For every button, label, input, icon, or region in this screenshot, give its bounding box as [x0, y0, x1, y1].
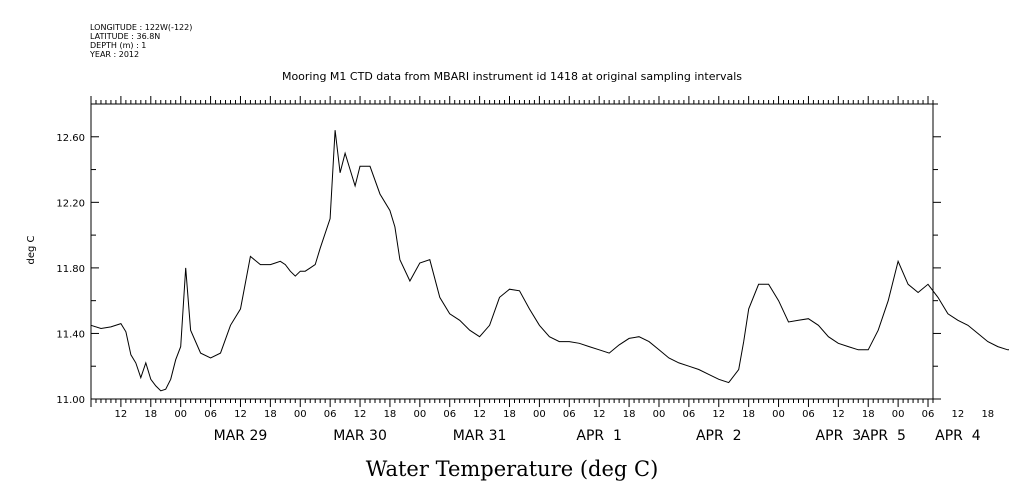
x-hour-label: 18 — [144, 409, 157, 420]
x-hour-label: 12 — [712, 409, 725, 420]
temperature-series-line — [90, 130, 1009, 392]
x-date-label: MAR 31 — [453, 428, 507, 444]
x-hour-label: 12 — [952, 409, 965, 420]
x-hour-label: 12 — [832, 409, 845, 420]
x-hour-label: 18 — [264, 409, 277, 420]
y-axis: 11.00 11.40 11.80 12.20 12.60 — [56, 103, 941, 406]
metadata-year: YEAR : 2012 — [90, 50, 140, 59]
x-hour-label: 18 — [503, 409, 516, 420]
x-hour-label: 12 — [115, 409, 128, 420]
x-hour-label: 00 — [772, 409, 785, 420]
x-hour-label: 00 — [653, 409, 666, 420]
x-hour-label: 06 — [922, 409, 935, 420]
x-date-label: APR 5 — [860, 428, 906, 444]
y-axis-label: deg C — [26, 235, 37, 264]
x-hour-label: 06 — [563, 409, 576, 420]
x-hour-label: 06 — [324, 409, 337, 420]
metadata-depth: DEPTH (m) : 1 — [90, 41, 147, 50]
x-date-label: MAR 30 — [333, 428, 387, 444]
x-hour-label: 18 — [981, 409, 994, 420]
x-axis: 12 18 00 06 12 18 00 06 12 18 00 06 12 18 00 06 12 18 00 06… — [90, 96, 994, 444]
x-hour-label: 06 — [204, 409, 217, 420]
x-axis-label: Water Temperature (deg C) — [366, 457, 659, 481]
x-date-label: APR 4 — [935, 428, 981, 444]
y-tick-label: 11.40 — [56, 329, 85, 340]
x-hour-label: 18 — [862, 409, 875, 420]
x-hour-label: 06 — [443, 409, 456, 420]
x-date-label: APR 3 — [816, 428, 862, 444]
x-date-label: APR 1 — [576, 428, 622, 444]
x-hour-label: 12 — [593, 409, 606, 420]
x-hour-label: 00 — [413, 409, 426, 420]
y-tick-label: 12.60 — [56, 133, 85, 144]
x-hour-label: 18 — [742, 409, 755, 420]
metadata-latitude: LATITUDE : 36.8N — [90, 32, 161, 41]
y-tick-label: 12.20 — [56, 198, 85, 209]
x-hour-label: 06 — [802, 409, 815, 420]
x-hour-label: 18 — [384, 409, 397, 420]
x-hour-label: 00 — [892, 409, 905, 420]
x-hour-label: 18 — [623, 409, 636, 420]
x-hour-label: 00 — [533, 409, 546, 420]
x-hour-label: 00 — [174, 409, 187, 420]
x-date-label: MAR 29 — [214, 428, 268, 444]
y-tick-label: 11.80 — [56, 264, 85, 275]
plot-frame — [90, 103, 934, 400]
x-hour-label: 12 — [234, 409, 247, 420]
y-tick-label: 11.00 — [56, 395, 85, 406]
x-hour-label: 12 — [354, 409, 367, 420]
metadata-longitude: LONGITUDE : 122W(-122) — [90, 23, 193, 32]
chart-title: Mooring M1 CTD data from MBARI instrumen… — [282, 70, 742, 83]
x-hour-label: 00 — [294, 409, 307, 420]
x-hour-label: 06 — [683, 409, 696, 420]
x-hour-label: 12 — [473, 409, 486, 420]
x-date-label: APR 2 — [696, 428, 742, 444]
